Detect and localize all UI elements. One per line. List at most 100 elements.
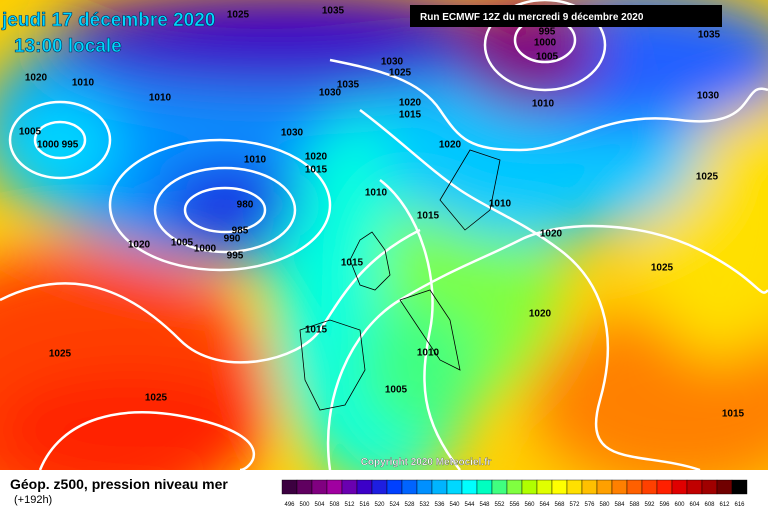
- scale-label: 536: [434, 502, 445, 508]
- scale-swatch: [731, 479, 748, 495]
- isobar-label: 1010: [244, 155, 267, 166]
- scale-swatch: [371, 479, 388, 495]
- scale-label: 520: [374, 502, 385, 508]
- isobar-label: 1010: [72, 78, 95, 89]
- scale-label: 572: [569, 502, 580, 508]
- scale-label: 608: [704, 502, 715, 508]
- isobar-label: 1030: [697, 91, 720, 102]
- isobar-label: 1005: [171, 238, 194, 249]
- scale-swatch: [641, 479, 658, 495]
- isobar-label: 1010: [532, 99, 555, 110]
- copyright: Copyright 2020 Meteociel.fr: [361, 457, 492, 468]
- scale-swatch: [686, 479, 703, 495]
- scale-label: 596: [659, 502, 670, 508]
- scale-label: 500: [299, 502, 310, 508]
- isobar-label: 1035: [337, 80, 360, 91]
- isobar-label: 1025: [696, 172, 719, 183]
- isobar-label: 1025: [227, 10, 250, 21]
- scale-label: 512: [344, 502, 355, 508]
- scale-swatch: [671, 479, 688, 495]
- isobar-label: 1010: [149, 93, 172, 104]
- scale-label: 560: [524, 502, 535, 508]
- scale-label: 556: [509, 502, 520, 508]
- scale-swatch: [461, 479, 478, 495]
- isobar-label: 1030: [281, 128, 304, 139]
- scale-swatch: [326, 479, 343, 495]
- isobar-label: 1035: [322, 6, 345, 17]
- scale-swatch: [446, 479, 463, 495]
- scale-label: 588: [629, 502, 640, 508]
- scale-swatch: [611, 479, 628, 495]
- isobar-label: 1015: [305, 165, 328, 176]
- isobar-label: 1005: [385, 385, 408, 396]
- scale-swatch: [581, 479, 598, 495]
- isobar-label: 1020: [399, 98, 422, 109]
- isobar-label: 1000: [194, 244, 217, 255]
- footer-title: Géop. z500, pression niveau mer: [10, 476, 228, 492]
- isobar-label: 1020: [529, 309, 552, 320]
- scale-label: 540: [449, 502, 460, 508]
- isobar-label: 1030: [319, 88, 342, 99]
- scale-swatch: [626, 479, 643, 495]
- scale-swatch: [716, 479, 733, 495]
- scale-label: 584: [614, 502, 625, 508]
- scale-swatch: [416, 479, 433, 495]
- date-title: jeudi 17 décembre 2020: [1, 10, 215, 31]
- scale-label: 544: [464, 502, 475, 508]
- isobar-label: 1000: [534, 38, 557, 49]
- isobar-label: 995: [539, 27, 556, 38]
- scale-swatch: [401, 479, 418, 495]
- scale-label: 616: [734, 502, 745, 508]
- isobar-label: 1025: [145, 393, 168, 404]
- isobar-label: 1025: [651, 263, 674, 274]
- scale-swatch: [491, 479, 508, 495]
- isobar-label: 1005: [536, 52, 559, 63]
- isobar-label: 980: [237, 200, 254, 211]
- isobar-label: 1015: [341, 258, 364, 269]
- run-box: [410, 5, 722, 27]
- scale-swatch: [476, 479, 493, 495]
- scale-swatch: [356, 479, 373, 495]
- scale-label: 532: [419, 502, 430, 508]
- scale-label: 564: [539, 502, 550, 508]
- isobar-label: 1025: [49, 349, 72, 360]
- isobar-label: 1005: [19, 127, 42, 138]
- scale-swatch: [431, 479, 448, 495]
- isobar-label: 1015: [722, 409, 745, 420]
- isobar-label: 1020: [439, 140, 462, 151]
- isobar-label: 985: [232, 226, 249, 237]
- coastlines: [299, 149, 501, 411]
- scale-swatch: [596, 479, 613, 495]
- scale-label: 548: [479, 502, 490, 508]
- isobar-label: 1020: [25, 73, 48, 84]
- isobar-label: 995: [62, 140, 79, 151]
- scale-swatch: [506, 479, 523, 495]
- isobar-label: 1010: [365, 188, 388, 199]
- isobar-label: 1020: [305, 152, 328, 163]
- scale-label: 604: [689, 502, 700, 508]
- isobar-label: 1020: [128, 240, 151, 251]
- scale-label: 504: [314, 502, 325, 508]
- isobar-label: 1035: [698, 30, 721, 41]
- scale-swatch: [536, 479, 553, 495]
- isobar-label: 1010: [489, 199, 512, 210]
- isobar-label: 1025: [389, 68, 412, 79]
- color-scale: 496 500 504 508 512 516 520 524 528 532 536 540 544 5…: [281, 479, 748, 508]
- scale-swatch: [386, 479, 403, 495]
- scale-label: 576: [584, 502, 595, 508]
- scale-swatch: [566, 479, 583, 495]
- scale-label: 552: [494, 502, 505, 508]
- scale-label: 592: [644, 502, 655, 508]
- scale-label: 524: [389, 502, 400, 508]
- isobar-label: 1030: [381, 57, 404, 68]
- isobar-label: 1015: [305, 325, 328, 336]
- isobar-label: 1000: [37, 140, 60, 151]
- scale-label: 516: [359, 502, 370, 508]
- scale-label: 568: [554, 502, 565, 508]
- scale-label: 508: [329, 502, 340, 508]
- scale-swatch: [296, 479, 313, 495]
- scale-label: 612: [719, 502, 730, 508]
